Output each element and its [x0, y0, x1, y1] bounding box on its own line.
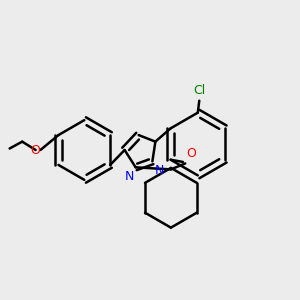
- Text: O: O: [30, 143, 40, 157]
- Text: Cl: Cl: [193, 84, 206, 97]
- Text: O: O: [187, 148, 196, 160]
- Text: N: N: [125, 170, 134, 183]
- Text: N: N: [155, 164, 164, 177]
